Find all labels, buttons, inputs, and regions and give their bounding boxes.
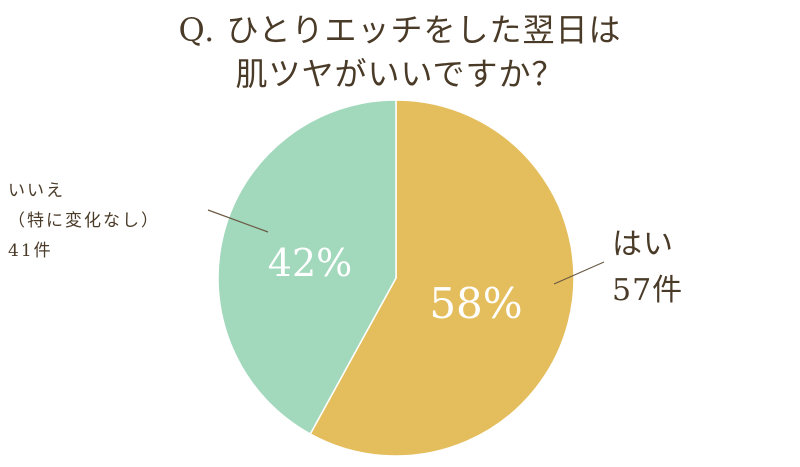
slice-label-no-count: 41件 bbox=[8, 241, 53, 261]
slice-pct-yes: 58% bbox=[429, 279, 522, 328]
slice-label-no-note: （特に変化なし） bbox=[8, 211, 160, 231]
slice-pct-no: 42% bbox=[268, 241, 352, 285]
leader-line-yes bbox=[553, 261, 605, 285]
slice-yes bbox=[309, 99, 575, 457]
leader-line-no bbox=[207, 209, 269, 233]
slice-label-yes: はい 57件 bbox=[612, 222, 683, 314]
slice-no bbox=[217, 99, 397, 436]
slice-label-yes-count: 57件 bbox=[612, 273, 684, 308]
slice-label-no: いいえ （特に変化なし） 41件 bbox=[8, 176, 160, 266]
chart-title-line2: 肌ツヤがいいですか？ bbox=[235, 55, 565, 93]
slice-label-no-name: いいえ bbox=[8, 181, 65, 201]
chart-title-line1: Q. ひとりエッチをした翌日は bbox=[178, 11, 622, 49]
pie-slices bbox=[217, 99, 575, 457]
chart-title: Q. ひとりエッチをした翌日は 肌ツヤがいいですか？ bbox=[0, 8, 800, 96]
slice-label-yes-name: はい bbox=[612, 227, 674, 262]
